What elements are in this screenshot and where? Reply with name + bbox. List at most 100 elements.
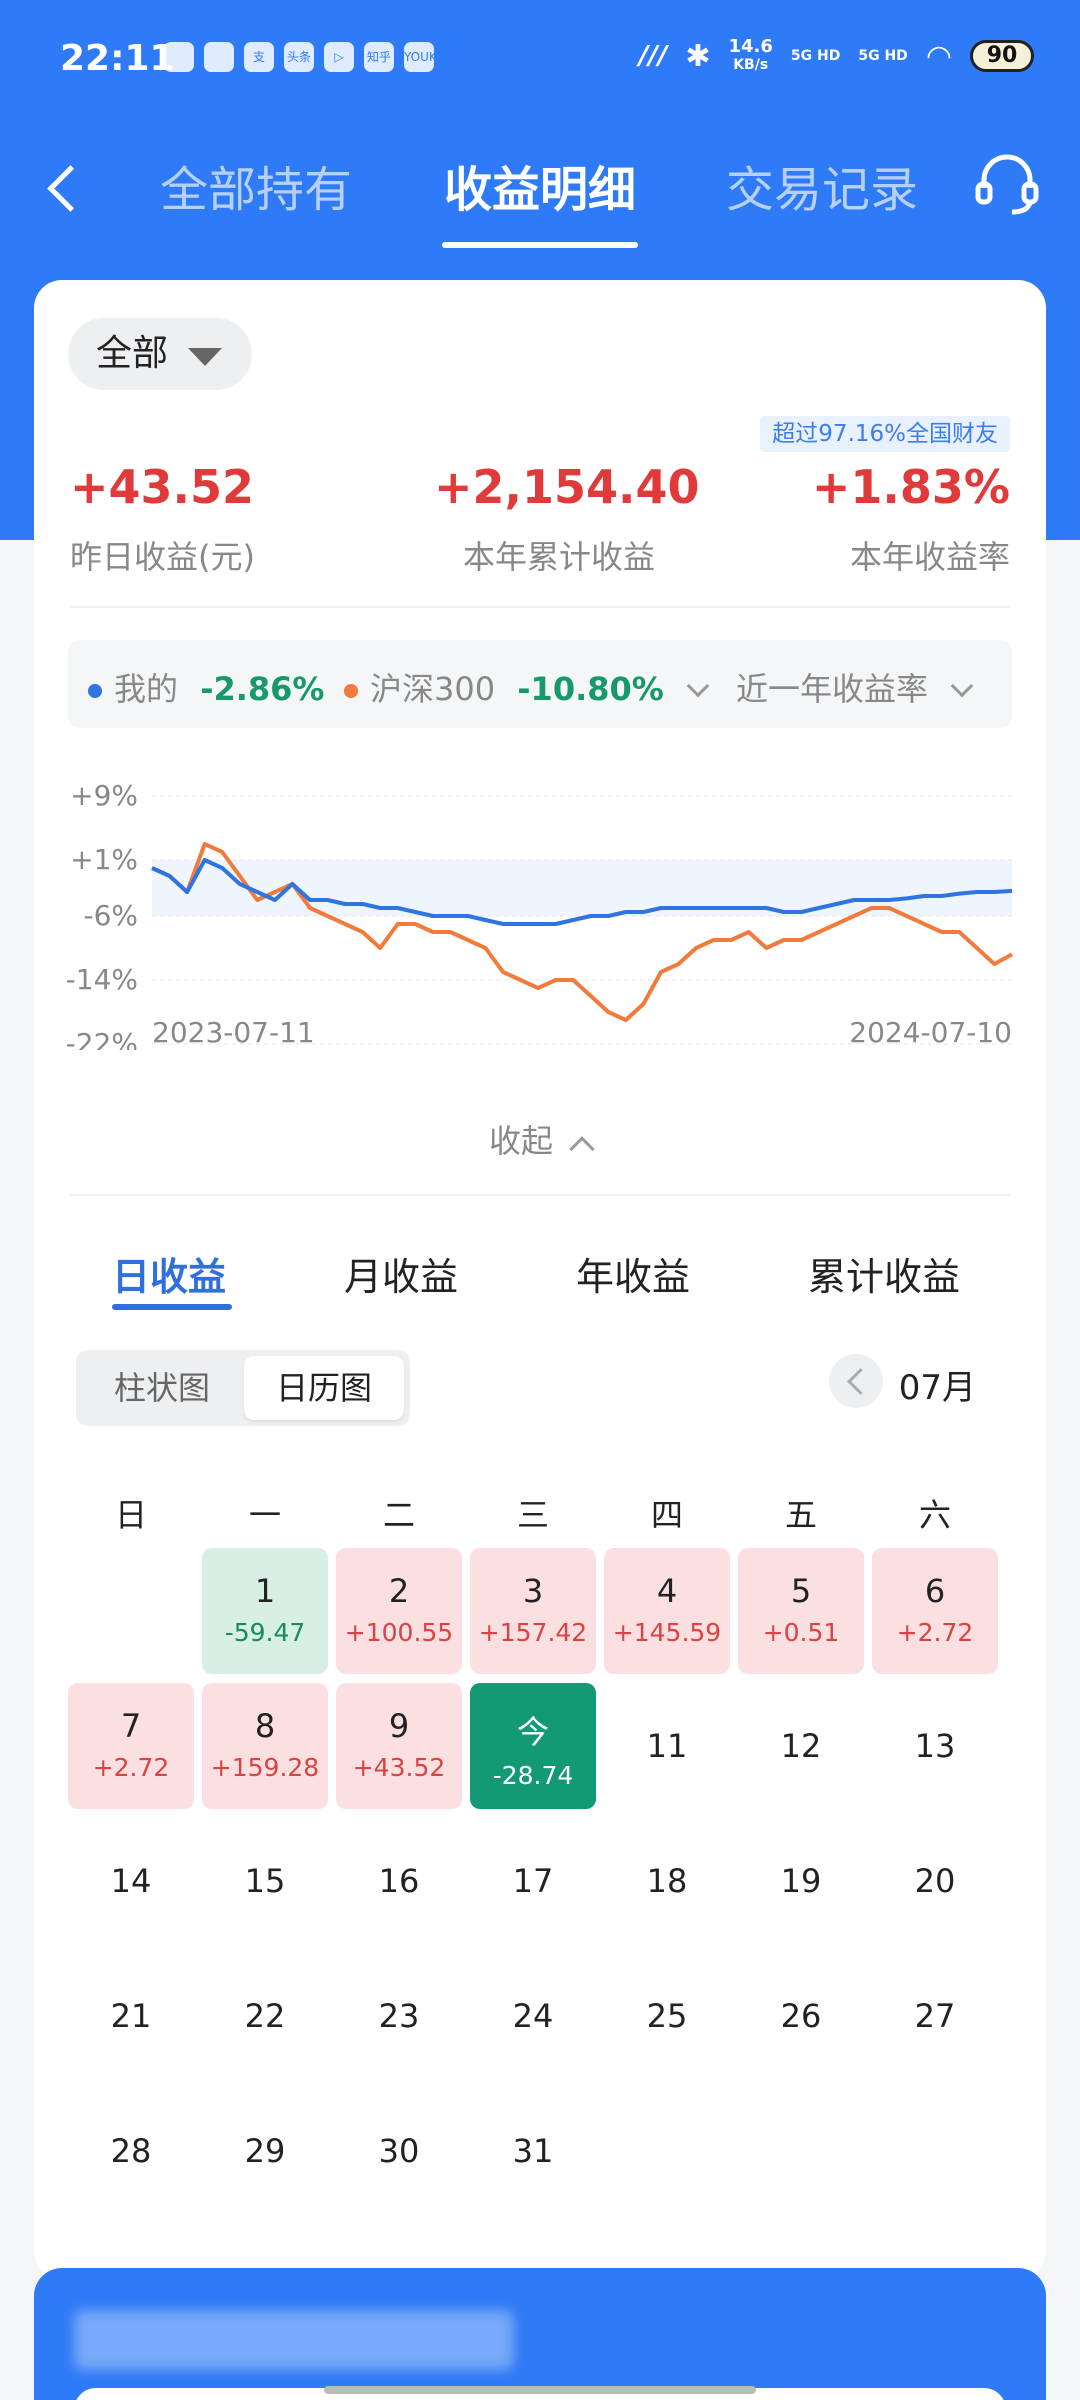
calendar-day-earnings: +157.42 (478, 1618, 588, 1647)
calendar-day-cell[interactable]: 24 (470, 1953, 596, 2079)
customer-service-icon[interactable] (972, 150, 1042, 220)
ytd-earnings-label: 本年累计收益 (462, 538, 655, 576)
mine-series-line (151, 858, 1013, 926)
collapse-chart-button[interactable]: 收起 (34, 1116, 1046, 1162)
chevron-up-icon (569, 1136, 595, 1162)
bluetooth-icon: ✱ (685, 38, 711, 74)
status-bar: 22:11 支 头条 ▷ 知乎 YOUKU /// ✱ 14.6 KB/s 5G… (0, 0, 1080, 120)
calendar-day-earnings: -28.74 (492, 1761, 574, 1790)
tab-earnings-detail[interactable]: 收益明细 (444, 162, 637, 218)
bar-view-option[interactable]: 柱状图 (113, 1369, 210, 1407)
calendar-day-cell[interactable]: 15 (202, 1818, 328, 1944)
earnings-card: 全部 超过97.16%全国财友 +43.52 昨日收益(元) +2,154.40… (34, 280, 1046, 2280)
month-label: 07月 (898, 1368, 976, 1408)
calendar-day-number: 5 (790, 1572, 812, 1610)
promo-content-panel (74, 2388, 1006, 2400)
youku-icon: YOUKU (404, 42, 445, 72)
yesterday-earnings-label: 昨日收益(元) (70, 538, 255, 576)
chevron-down-icon (686, 674, 710, 698)
calendar-day-number: 1 (254, 1572, 276, 1610)
calendar-day-cell[interactable]: 12 (738, 1683, 864, 1809)
benchmark-selector[interactable]: 沪深300 -10.80% (344, 664, 710, 710)
calendar-day-cell[interactable]: 13 (872, 1683, 998, 1809)
tab-holdings[interactable]: 全部持有 (160, 162, 353, 218)
net-speed: 14.6 KB/s (728, 36, 773, 74)
ytd-return-rate: +1.83% 本年收益率 (812, 460, 1010, 578)
calendar-day-cell[interactable]: 27 (872, 1953, 998, 2079)
period-selector[interactable]: 近一年收益率 (736, 664, 974, 710)
ytd-return-rate-label: 本年收益率 (849, 538, 1010, 576)
calendar-day-cell[interactable]: 30 (336, 2088, 462, 2214)
calendar-day-cell[interactable]: 28 (68, 2088, 194, 2214)
divider (70, 1194, 1010, 1196)
y-tick-label: -6% (83, 899, 138, 932)
calendar-day-cell[interactable]: 19 (738, 1818, 864, 1944)
back-button[interactable] (36, 158, 96, 218)
signal-icon: 5G HD (790, 48, 841, 64)
calendar-day-number: 30 (378, 2132, 420, 2170)
tab-transactions[interactable]: 交易记录 (726, 162, 919, 218)
tab-daily-earnings[interactable]: 日收益 (112, 1255, 227, 1299)
calendar-day-number: 3 (522, 1572, 544, 1610)
calendar-day-number: 4 (656, 1572, 678, 1610)
view-toggle: 柱状图 日历图 (76, 1350, 410, 1426)
tab-yearly-earnings[interactable]: 年收益 (576, 1255, 691, 1299)
promo-banner[interactable] (34, 2268, 1046, 2400)
calendar-day-cell[interactable]: 3 +157.42 (470, 1548, 596, 1674)
calendar-day-cell[interactable]: 7 +2.72 (68, 1683, 194, 1809)
calendar-day-cell[interactable]: 22 (202, 1953, 328, 2079)
calendar-day-number: 9 (388, 1707, 410, 1745)
calendar-day-cell[interactable]: 9 +43.52 (336, 1683, 462, 1809)
calendar-day-cell[interactable]: 17 (470, 1818, 596, 1944)
calendar-day-cell[interactable]: 25 (604, 1953, 730, 2079)
chevron-down-icon (950, 674, 974, 698)
calendar-day-cell[interactable]: 今 -28.74 (470, 1683, 596, 1809)
video-icon: ▷ (324, 42, 354, 72)
tab-cumulative-earnings[interactable]: 累计收益 (808, 1255, 961, 1299)
calendar-day-cell[interactable]: 2 +100.55 (336, 1548, 462, 1674)
calendar-day-number: 今 (516, 1713, 549, 1751)
calendar-day-cell[interactable]: 1 -59.47 (202, 1548, 328, 1674)
tab-monthly-earnings[interactable]: 月收益 (344, 1255, 459, 1299)
calendar-day-earnings: +100.55 (344, 1618, 454, 1647)
calendar-day-earnings: +0.51 (762, 1618, 840, 1647)
y-tick-label: -22% (66, 1027, 138, 1050)
calendar-day-cell[interactable]: 23 (336, 1953, 462, 2079)
weekday-label: 五 (784, 1496, 817, 1534)
chart-legend-bar: 我的 -2.86% 沪深300 -10.80% 近一年收益率 (68, 640, 1012, 728)
calendar-view-option[interactable]: 日历图 (244, 1356, 404, 1420)
calendar-day-cell[interactable]: 4 +145.59 (604, 1548, 730, 1674)
holding-filter-dropdown[interactable]: 全部 (68, 318, 252, 390)
calendar-day-cell[interactable]: 20 (872, 1818, 998, 1944)
signal-icon: 5G HD (858, 48, 908, 64)
calendar-day-cell[interactable]: 8 +159.28 (202, 1683, 328, 1809)
calendar-day-cell[interactable]: 26 (738, 1953, 864, 2079)
weekday-label: 日 (114, 1496, 147, 1534)
calendar-day-cell[interactable]: 21 (68, 1953, 194, 2079)
calendar-day-cell[interactable]: 18 (604, 1818, 730, 1944)
calendar-day-earnings: +145.59 (612, 1618, 722, 1647)
top-nav: 全部持有 收益明细 交易记录 (0, 130, 1080, 260)
calendar-day-cell[interactable]: 29 (202, 2088, 328, 2214)
return-line-chart: +9% +1% -6% -14% -22% 2023-07-11 2024-07-10 (66, 779, 1013, 1050)
previous-month-button[interactable] (828, 1354, 883, 1408)
calendar-day-cell[interactable]: 31 (470, 2088, 596, 2214)
rank-badge: 超过97.16%全国财友 (760, 416, 1010, 452)
calendar-day-cell[interactable]: 6 +2.72 (872, 1548, 998, 1674)
calendar-day-number: 20 (914, 1862, 956, 1900)
battery-icon: 90 (970, 40, 1034, 72)
calendar-day-cell[interactable]: 14 (68, 1818, 194, 1944)
calendar-day-number: 25 (646, 1997, 688, 2035)
alipay-icon: 支 (244, 42, 274, 72)
calendar-day-earnings: -59.47 (224, 1618, 306, 1647)
home-indicator[interactable] (324, 2386, 756, 2394)
calendar-day-number: 17 (512, 1862, 554, 1900)
legend-mine-value: -2.86% (200, 670, 325, 708)
legend-dot-index (344, 684, 358, 698)
calendar-day-cell[interactable]: 16 (336, 1818, 462, 1944)
ytd-earnings-value: +2,154.40 (434, 460, 700, 514)
calendar-day-cell[interactable]: 11 (604, 1683, 730, 1809)
calendar-day-number: 18 (646, 1862, 688, 1900)
status-right: /// ✱ 14.6 KB/s 5G HD 5G HD ◠ 90 (639, 38, 1034, 74)
calendar-day-cell[interactable]: 5 +0.51 (738, 1548, 864, 1674)
